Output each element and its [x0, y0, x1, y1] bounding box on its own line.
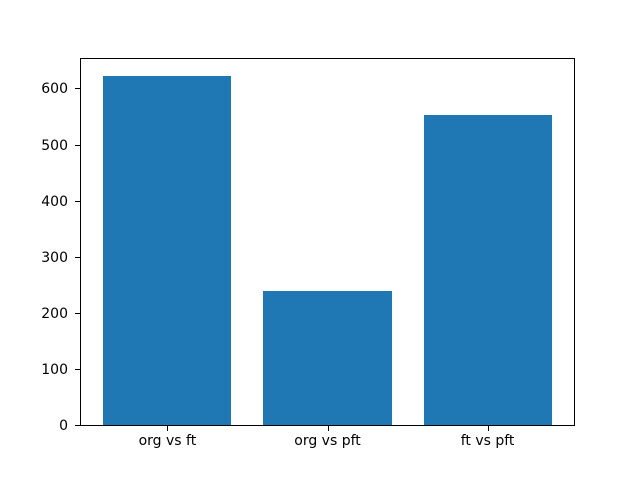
y-tick-mark — [75, 200, 80, 202]
x-tick-label-ft-vs-pft: ft vs pft — [460, 433, 515, 449]
x-tick-mark — [487, 426, 489, 431]
x-tick-label-org-vs-ft: org vs ft — [138, 433, 197, 449]
y-tick-label: 600 — [41, 81, 68, 98]
y-tick-mark — [75, 144, 80, 146]
bar-ft-vs-pft — [423, 115, 552, 425]
y-tick-label: 300 — [41, 249, 68, 266]
bar-org-vs-pft — [263, 291, 392, 425]
x-tick-mark — [327, 426, 329, 431]
x-tick-label-org-vs-pft: org vs pft — [294, 433, 361, 449]
bar-org-vs-ft — [103, 76, 232, 425]
y-tick-mark — [75, 88, 80, 90]
y-tick-mark — [75, 425, 80, 426]
y-tick-mark — [75, 368, 80, 370]
y-tick-label: 500 — [41, 137, 68, 154]
y-tick-label: 400 — [41, 193, 68, 210]
plot-area — [80, 58, 575, 426]
y-tick-mark — [75, 312, 80, 314]
y-tick-label: 200 — [41, 305, 68, 322]
x-tick-mark — [167, 426, 169, 431]
y-tick-label: 0 — [59, 418, 68, 434]
y-tick-label: 100 — [41, 361, 68, 378]
y-tick-mark — [75, 256, 80, 258]
